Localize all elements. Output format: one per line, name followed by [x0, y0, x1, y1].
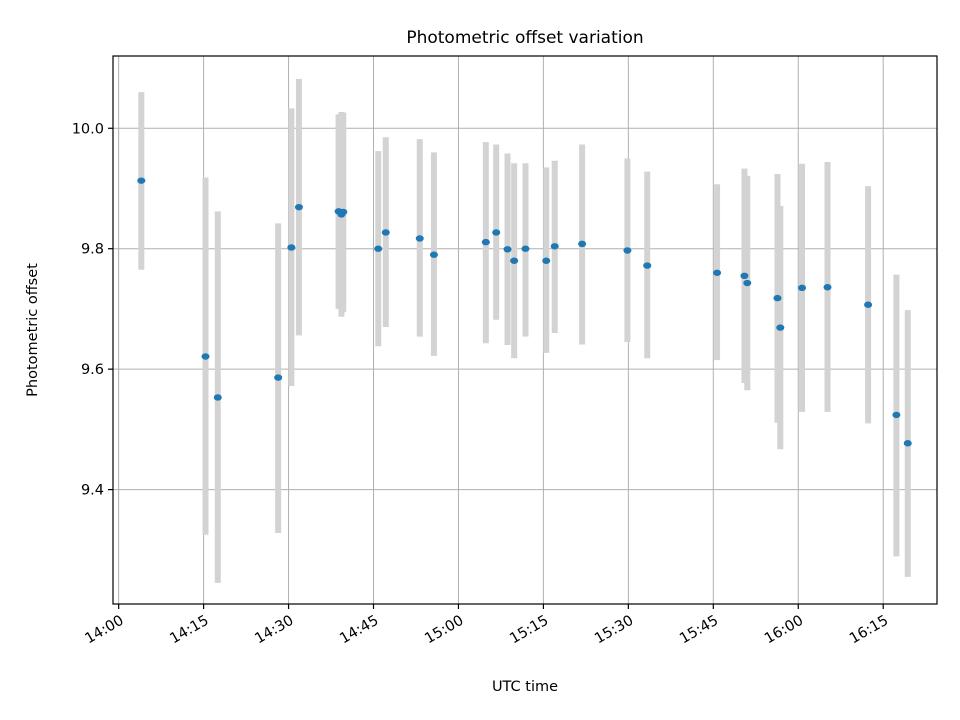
y-tick-label: 10.0: [72, 121, 104, 137]
data-point: [743, 279, 752, 287]
data-point: [892, 411, 901, 419]
data-point: [429, 251, 438, 258]
data-point: [623, 247, 632, 254]
data-point: [137, 177, 146, 184]
data-point: [550, 243, 559, 250]
y-axis-label: Photometric offset: [25, 263, 41, 397]
data-point: [903, 440, 912, 447]
data-point: [503, 246, 512, 253]
y-tick-label: 9.8: [81, 242, 104, 258]
data-point: [339, 208, 348, 216]
data-point: [521, 245, 530, 252]
data-point: [542, 257, 551, 264]
data-point: [201, 353, 210, 360]
data-point: [713, 269, 722, 276]
data-points: [137, 177, 912, 447]
chart-title: Photometric offset variation: [406, 28, 643, 48]
data-point: [294, 203, 303, 211]
data-point: [274, 374, 283, 381]
data-point: [864, 301, 873, 308]
data-point: [287, 244, 296, 251]
data-point: [492, 229, 501, 236]
x-axis-label: UTC time: [492, 679, 558, 695]
data-point: [510, 257, 519, 264]
y-tick-label: 9.6: [81, 362, 104, 378]
data-point: [213, 394, 222, 401]
y-axis-ticks: 9.4 9.6 9.8 10.0: [72, 121, 113, 499]
data-point: [798, 284, 807, 292]
data-point: [643, 262, 652, 269]
data-point: [776, 324, 785, 331]
data-point: [740, 272, 749, 280]
data-point: [578, 240, 587, 248]
data-point: [415, 235, 424, 242]
data-point: [381, 229, 390, 236]
data-point: [374, 245, 383, 252]
data-point: [773, 294, 782, 302]
plot-frame: [112, 55, 938, 605]
y-tick-label: 9.4: [81, 483, 104, 499]
data-point: [481, 238, 490, 246]
data-point: [823, 284, 832, 291]
